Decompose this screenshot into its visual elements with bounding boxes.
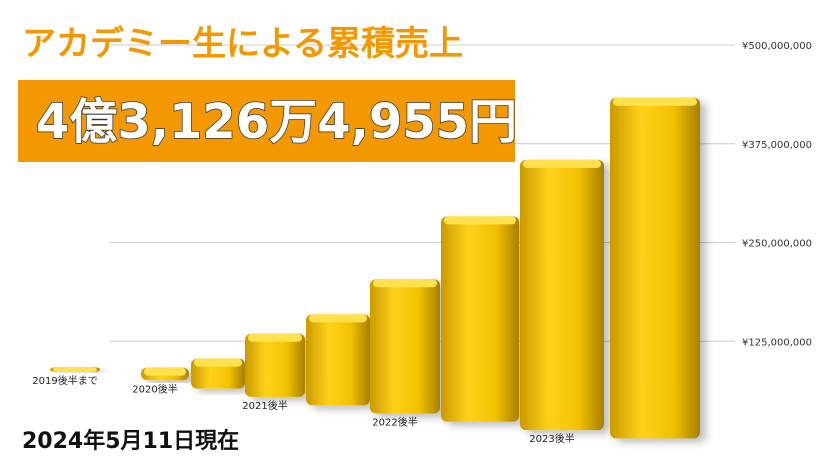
subtitle-box <box>18 80 515 162</box>
bar <box>306 314 370 406</box>
bar-top <box>248 333 302 342</box>
bar-top <box>444 216 516 225</box>
bar-top <box>309 314 367 323</box>
x-tick-label: 2022後半 <box>372 416 417 429</box>
x-tick-label: 2021後半 <box>242 399 287 412</box>
y-tick-label: ¥375,000,000 <box>742 140 812 151</box>
bar-top <box>523 159 601 168</box>
bar <box>610 97 700 439</box>
bar-top <box>194 358 242 367</box>
bars: 2019後半まで 2020後半 2021後半 2022後半 2023後半 <box>32 97 700 445</box>
subtitle: 4億3,126万4,955円 <box>36 94 517 150</box>
bar-top <box>613 97 697 106</box>
date-annotation: 2024年5月11日現在 <box>22 428 239 454</box>
chart-title: アカデミー生による累積売上 <box>22 24 463 64</box>
y-tick-label: ¥500,000,000 <box>742 41 812 52</box>
bar-top <box>373 279 437 288</box>
x-tick-label: 2020後半 <box>132 382 177 395</box>
bar-top <box>53 367 97 372</box>
bar <box>245 333 305 397</box>
y-tick-label: ¥125,000,000 <box>742 337 812 348</box>
bar-top <box>144 367 186 376</box>
bar <box>441 216 519 422</box>
x-tick-label: 2023後半 <box>529 432 574 445</box>
bar <box>370 279 440 414</box>
x-tick-label: 2019後半まで <box>32 374 97 387</box>
y-tick-label: ¥250,000,000 <box>742 239 812 250</box>
bar <box>520 159 604 431</box>
